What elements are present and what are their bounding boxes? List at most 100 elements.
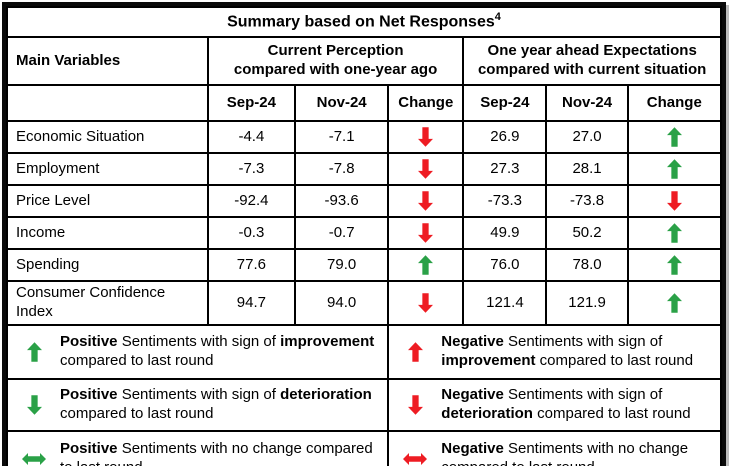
change-arrow-icon [418, 254, 433, 276]
table-row-spending: Spending 77.6 79.0 76.0 78.0 [6, 248, 723, 282]
value-cell: -7.1 [293, 120, 390, 154]
red-left-right-arrow-icon [389, 450, 441, 466]
change-arrow-icon [418, 126, 433, 148]
row-label: Economic Situation [6, 120, 209, 154]
green-left-right-arrow-icon [8, 450, 60, 466]
value-cell: 76.0 [462, 248, 548, 282]
legend-text: Negative Sentiments with sign of improve… [441, 333, 694, 369]
legend-negative-deterioration: Negative Sentiments with sign of deterio… [387, 378, 722, 432]
current-perception-line1: Current Perception [267, 42, 404, 60]
change-cell [387, 184, 465, 218]
change-arrow-icon [667, 190, 682, 212]
row-label: Spending [6, 248, 209, 282]
expectations-line2: compared with current situation [477, 61, 707, 78]
red-down-arrow-icon [389, 394, 441, 416]
value-cell: 49.9 [462, 216, 548, 250]
row-label: Price Level [6, 184, 209, 218]
value-cell: -4.4 [206, 120, 297, 154]
change-arrow-icon [667, 222, 682, 244]
change-cell [626, 216, 723, 250]
value-cell: -73.8 [545, 184, 629, 218]
change-arrow-icon [667, 254, 682, 276]
col-current-nov24: Nov-24 [293, 84, 390, 122]
value-cell: 94.0 [293, 280, 390, 326]
main-variables-header: Main Variables [6, 36, 209, 86]
table-row-economic-situation: Economic Situation -4.4 -7.1 26.9 27.0 [6, 120, 723, 154]
change-cell [387, 248, 465, 282]
value-cell: 50.2 [545, 216, 629, 250]
change-cell [626, 248, 723, 282]
table-row-income: Income -0.3 -0.7 49.9 50.2 [6, 216, 723, 250]
group-header-row: Main Variables Current Perception compar… [6, 36, 722, 86]
legend-negative-improvement: Negative Sentiments with sign of improve… [387, 324, 722, 380]
value-cell: -7.8 [293, 152, 390, 186]
change-cell [387, 216, 465, 250]
change-cell [387, 280, 465, 326]
change-cell [626, 152, 723, 186]
legend-row-3: Positive Sentiments with no change compa… [5, 430, 722, 466]
value-cell: -0.3 [206, 216, 297, 250]
col-current-change: Change [387, 84, 465, 122]
row-label: Consumer Confidence Index [6, 280, 209, 326]
change-cell [626, 184, 723, 218]
change-cell [626, 120, 723, 154]
value-cell: 121.4 [462, 280, 548, 326]
legend-text: Negative Sentiments with no change compa… [441, 440, 689, 466]
green-up-arrow-icon [8, 341, 60, 363]
change-arrow-icon [667, 158, 682, 180]
value-cell: -92.4 [206, 184, 297, 218]
change-cell [626, 280, 723, 326]
column-header-row: Sep-24 Nov-24 Change Sep-24 Nov-24 Chang… [6, 84, 723, 122]
value-cell: -93.6 [293, 184, 390, 218]
change-arrow-icon [418, 292, 433, 314]
row-label: Income [6, 216, 209, 250]
value-cell: 77.6 [206, 248, 297, 282]
change-arrow-icon [667, 126, 682, 148]
net-responses-table: Summary based on Net Responses4 Main Var… [5, 6, 723, 466]
legend-text: Positive Sentiments with sign of deterio… [60, 386, 372, 422]
table-row-employment: Employment -7.3 -7.8 27.3 28.1 [6, 152, 723, 186]
red-up-arrow-icon [389, 341, 441, 363]
value-cell: 28.1 [545, 152, 629, 186]
empty-header-cell [6, 84, 209, 122]
expectations-header: One year ahead Expectations compared wit… [462, 36, 722, 86]
value-cell: -0.7 [293, 216, 390, 250]
change-arrow-icon [667, 292, 682, 314]
current-perception-header: Current Perception compared with one-yea… [206, 36, 465, 86]
title-row: Summary based on Net Responses4 [6, 6, 722, 38]
legend-positive-no-change: Positive Sentiments with no change compa… [5, 430, 390, 466]
table-row-price-level: Price Level -92.4 -93.6 -73.3 -73.8 [6, 184, 723, 218]
value-cell: 27.0 [545, 120, 629, 154]
legend-negative-no-change: Negative Sentiments with no change compa… [387, 430, 722, 466]
change-cell [387, 120, 465, 154]
expectations-line1: One year ahead Expectations [487, 42, 697, 60]
table-title: Summary based on Net Responses4 [6, 6, 722, 38]
title-footnote-superscript: 4 [494, 11, 501, 24]
col-ahead-sep24: Sep-24 [462, 84, 548, 122]
value-cell: 79.0 [293, 248, 390, 282]
current-perception-line2: compared with one-year ago [233, 61, 438, 78]
change-arrow-icon [418, 158, 433, 180]
value-cell: 94.7 [206, 280, 297, 326]
title-text: Summary based on Net Responses [227, 13, 495, 31]
legend-text: Negative Sentiments with sign of deterio… [441, 386, 691, 422]
col-current-sep24: Sep-24 [206, 84, 297, 122]
col-ahead-nov24: Nov-24 [545, 84, 629, 122]
legend-text: Positive Sentiments with sign of improve… [60, 333, 375, 369]
legend-row-2: Positive Sentiments with sign of deterio… [5, 378, 722, 432]
col-ahead-change: Change [626, 84, 723, 122]
value-cell: 121.9 [545, 280, 629, 326]
legend-row-1: Positive Sentiments with sign of improve… [5, 324, 722, 380]
value-cell: -7.3 [206, 152, 297, 186]
legend-positive-improvement: Positive Sentiments with sign of improve… [5, 324, 390, 380]
green-down-arrow-icon [8, 394, 60, 416]
legend-text: Positive Sentiments with no change compa… [60, 440, 373, 466]
value-cell: 26.9 [462, 120, 548, 154]
value-cell: -73.3 [462, 184, 548, 218]
change-cell [387, 152, 465, 186]
row-label: Employment [6, 152, 209, 186]
table-row-consumer-confidence-index: Consumer Confidence Index 94.7 94.0 121.… [6, 280, 723, 326]
change-arrow-icon [418, 222, 433, 244]
value-cell: 27.3 [462, 152, 548, 186]
